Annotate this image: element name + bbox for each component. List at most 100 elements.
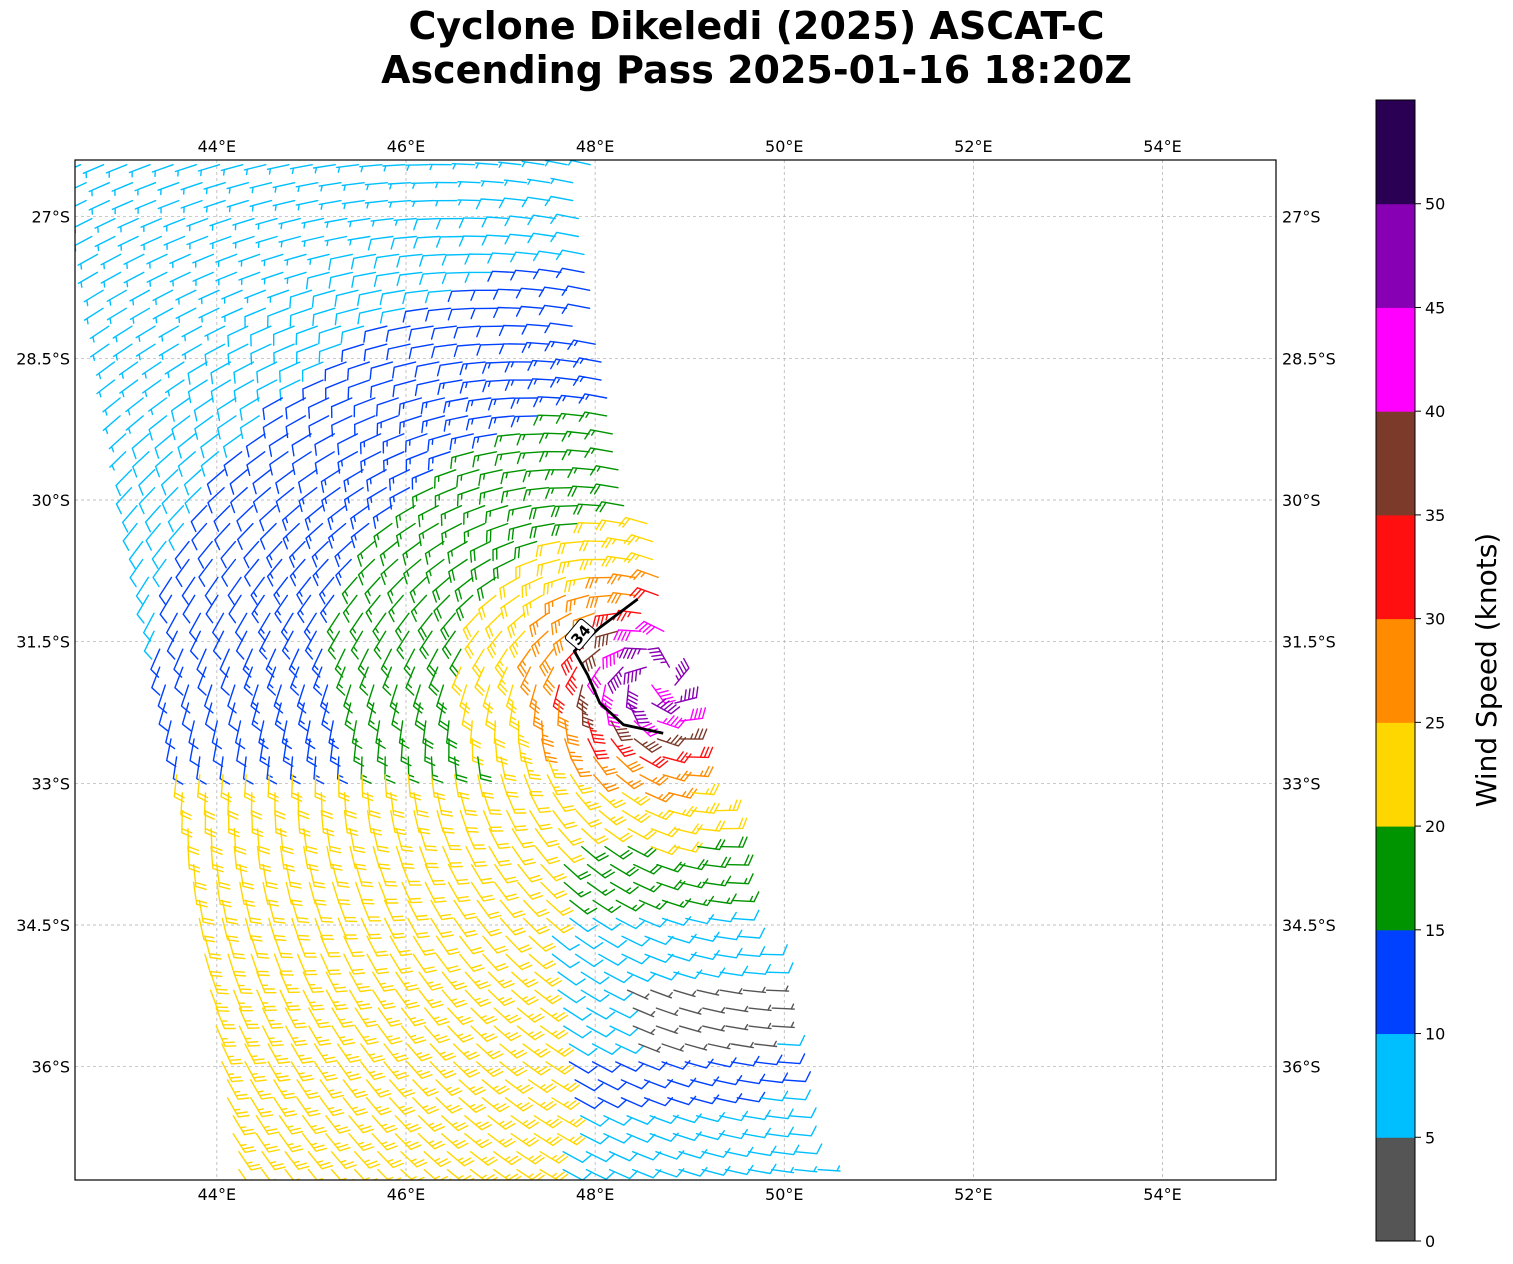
wind-barb	[458, 235, 487, 247]
wind-barb	[106, 289, 127, 306]
wind-barb	[164, 361, 185, 379]
wind-barb	[529, 612, 549, 638]
wind-barb	[392, 361, 417, 379]
wind-barb	[382, 433, 405, 454]
wind-barb	[238, 253, 261, 267]
wind-barb	[447, 1025, 474, 1043]
wind-barb	[106, 307, 127, 325]
wind-barb	[407, 899, 430, 921]
wind-barb	[635, 620, 665, 635]
wind-barb	[318, 199, 342, 210]
wind-barb	[565, 666, 578, 696]
wind-barb	[690, 1094, 720, 1105]
wind-barb	[736, 1091, 766, 1103]
wind-barb	[470, 289, 498, 301]
wind-barb	[527, 232, 556, 244]
colorbar-tick-label: 45	[1425, 298, 1445, 317]
wind-barb	[273, 953, 294, 976]
wind-barb	[608, 1151, 639, 1162]
wind-barb	[485, 702, 497, 732]
wind-barb	[435, 953, 461, 973]
wind-barb	[668, 787, 698, 799]
wind-barb	[539, 1025, 569, 1040]
wind-barb	[354, 415, 376, 436]
wind-barb	[189, 612, 202, 642]
wind-barb	[470, 558, 491, 582]
wind-barb	[77, 253, 99, 270]
wind-barb	[278, 1133, 304, 1153]
wind-barb	[469, 1151, 498, 1166]
wind-barb	[259, 522, 277, 550]
wind-barb	[281, 505, 300, 531]
wind-barb	[595, 501, 625, 513]
wind-barb	[170, 397, 191, 422]
wind-barb	[245, 433, 266, 458]
wind-barb	[331, 1025, 356, 1046]
wind-barb	[544, 322, 573, 334]
wind-barb	[209, 971, 229, 995]
wind-barb	[585, 1151, 615, 1163]
wind-barb	[94, 235, 116, 252]
wind-barb	[561, 303, 591, 314]
wind-barb	[281, 630, 294, 660]
wind-barb	[395, 971, 420, 992]
wind-barb	[140, 217, 162, 233]
wind-barb	[558, 828, 585, 846]
wind-barb	[685, 765, 714, 778]
wind-barb	[296, 343, 318, 364]
wind-barb	[151, 666, 161, 696]
wind-barb	[290, 1043, 314, 1064]
wind-barb	[318, 325, 342, 345]
wind-barb	[295, 199, 319, 211]
wind-barb	[371, 1115, 398, 1133]
lon-tick-label: 44°E	[198, 1185, 236, 1204]
wind-barb	[175, 307, 197, 323]
wind-barb	[443, 415, 469, 432]
wind-barb	[632, 1007, 656, 1018]
wind-barb	[522, 917, 550, 935]
wind-barb	[161, 469, 179, 496]
wind-barb	[301, 217, 325, 229]
wind-barb	[398, 397, 422, 416]
wind-barb	[469, 1168, 498, 1180]
wind-barb	[725, 854, 754, 866]
wind-barb	[567, 467, 596, 479]
wind-barb	[586, 1007, 616, 1020]
wind-barb	[650, 989, 673, 999]
wind-barb	[510, 269, 539, 281]
wind-barb	[678, 1149, 708, 1159]
wind-barb	[516, 433, 544, 446]
wind-barb	[246, 451, 266, 476]
wind-barb	[400, 1168, 428, 1180]
wind-barb	[545, 1043, 575, 1057]
wind-barb	[344, 702, 355, 732]
wind-barb	[607, 592, 636, 604]
wind-barb	[505, 684, 517, 714]
wind-barb	[238, 1151, 263, 1171]
colorbar-tick-label: 35	[1425, 506, 1445, 525]
wind-barb	[158, 702, 169, 732]
wind-barb	[569, 917, 598, 933]
wind-barb	[425, 307, 452, 322]
wind-barb	[713, 929, 743, 941]
wind-barb	[613, 629, 642, 642]
wind-barb	[360, 1043, 385, 1063]
wind-barb	[618, 516, 648, 528]
wind-barb	[435, 217, 464, 230]
title-line-2: Ascending Pass 2025-01-16 18:20Z	[381, 48, 1132, 92]
lon-tick-label: 50°E	[765, 1185, 803, 1204]
wind-barb	[111, 199, 134, 215]
wind-barb	[560, 648, 578, 676]
wind-barb	[389, 953, 413, 974]
wind-barb	[151, 164, 174, 178]
wind-barb	[528, 935, 556, 952]
wind-barb	[233, 379, 255, 403]
wind-barb	[279, 361, 301, 383]
wind-barb	[550, 213, 579, 225]
wind-barb	[331, 1007, 355, 1028]
lat-tick-label: 34.5°S	[16, 916, 70, 935]
colorbar-tick-label: 15	[1425, 921, 1445, 940]
wind-barb	[563, 1007, 592, 1021]
wind-barb	[476, 899, 502, 919]
wind-barb	[83, 289, 104, 307]
